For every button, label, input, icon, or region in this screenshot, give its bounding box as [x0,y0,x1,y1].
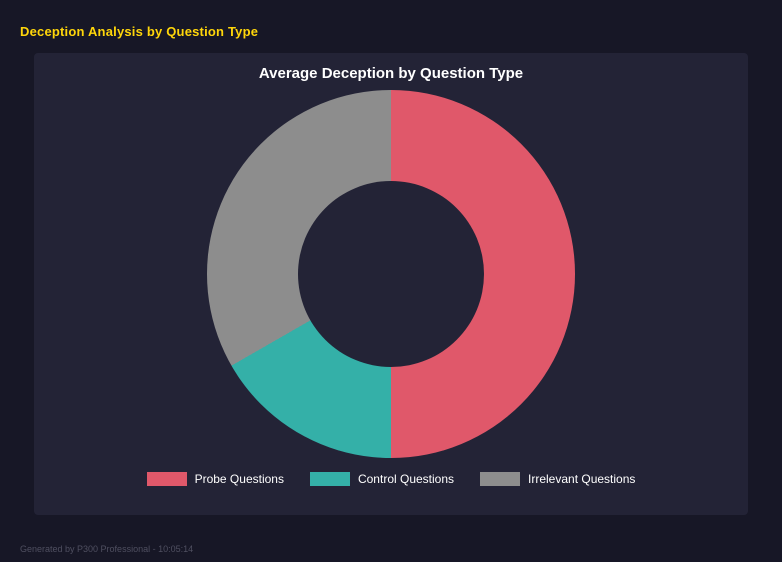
donut-hole [298,181,484,367]
chart-panel: Average Deception by Question Type Probe… [34,53,748,515]
legend-item[interactable]: Probe Questions [146,472,284,486]
page-title: Deception Analysis by Question Type [20,24,259,39]
legend-label: Control Questions [357,472,455,486]
legend-swatch [309,472,350,486]
legend-swatch [480,472,521,486]
donut-chart-area [207,90,575,458]
legend-swatch [146,472,187,486]
legend-item[interactable]: Irrelevant Questions [480,472,635,486]
page-header: Deception Analysis by Question Type [0,0,782,53]
chart-title: Average Deception by Question Type [258,65,524,82]
legend-label: Irrelevant Questions [528,472,636,486]
legend-item[interactable]: Control Questions [309,472,455,486]
chart-legend: Probe Questions Control Questions Irreleva… [34,472,748,486]
legend-label: Probe Questions [194,472,284,486]
footer-note: Generated by P300 Professional - 10:05:1… [20,544,194,554]
